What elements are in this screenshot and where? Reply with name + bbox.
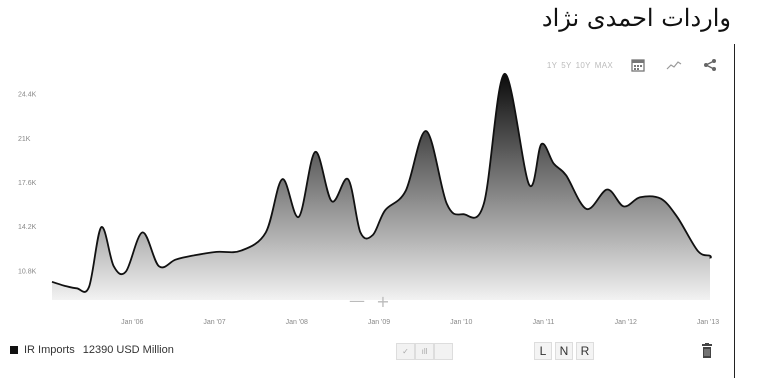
- scale-relative-button[interactable]: R: [576, 342, 594, 360]
- zoom-out-button[interactable]: —: [349, 291, 365, 310]
- chart-type-buttons: ✓ ıll: [396, 343, 453, 360]
- chart-toolbar: 1Y 5Y 10Y MAX: [547, 55, 721, 75]
- range-10y[interactable]: 10Y: [575, 60, 591, 70]
- x-tick-label: Jan '12: [615, 319, 637, 326]
- share-icon[interactable]: [699, 55, 721, 75]
- series-area-fill: [52, 73, 711, 300]
- y-tick-label: 10.8K: [18, 268, 37, 275]
- range-max[interactable]: MAX: [594, 60, 613, 70]
- x-tick-label: Jan '11: [533, 319, 555, 326]
- series-line[interactable]: [51, 72, 712, 293]
- line-type-button[interactable]: ✓: [396, 343, 415, 360]
- bar-type-button[interactable]: ıll: [415, 343, 434, 360]
- line-chart-icon[interactable]: [663, 55, 685, 75]
- series-legend[interactable]: IR Imports 12390 USD Million: [10, 344, 174, 356]
- range-5y[interactable]: 5Y: [561, 60, 572, 70]
- calendar-icon[interactable]: [627, 55, 649, 75]
- y-tick-label: 14.2K: [18, 224, 37, 231]
- legend-label: IR Imports: [24, 344, 75, 356]
- x-tick-label: Jan '09: [368, 319, 390, 326]
- y-tick-label: 17.6K: [18, 180, 37, 187]
- x-tick-label: Jan '10: [450, 319, 472, 326]
- legend-swatch: [10, 346, 18, 354]
- area-type-button[interactable]: [434, 343, 453, 360]
- y-tick-label: 21K: [18, 136, 31, 143]
- x-tick-label: Jan '08: [286, 319, 308, 326]
- x-tick-label: Jan '13: [697, 319, 719, 326]
- x-tick-label: Jan '07: [203, 319, 225, 326]
- legend-value: 12390 USD Million: [82, 344, 174, 356]
- zoom-in-button[interactable]: +: [376, 292, 389, 311]
- scale-buttons: L N R: [534, 342, 594, 360]
- caption-title: واردات احمدی نژاد: [541, 4, 731, 32]
- x-tick-label: Jan '06: [121, 319, 143, 326]
- range-selector: 1Y 5Y 10Y MAX: [547, 61, 613, 70]
- trash-icon[interactable]: [700, 343, 714, 359]
- page-divider: [734, 44, 735, 378]
- scale-normal-button[interactable]: N: [555, 342, 573, 360]
- y-tick-label: 24.4K: [18, 92, 37, 99]
- range-1y[interactable]: 1Y: [546, 60, 558, 70]
- scale-linear-button[interactable]: L: [534, 342, 552, 360]
